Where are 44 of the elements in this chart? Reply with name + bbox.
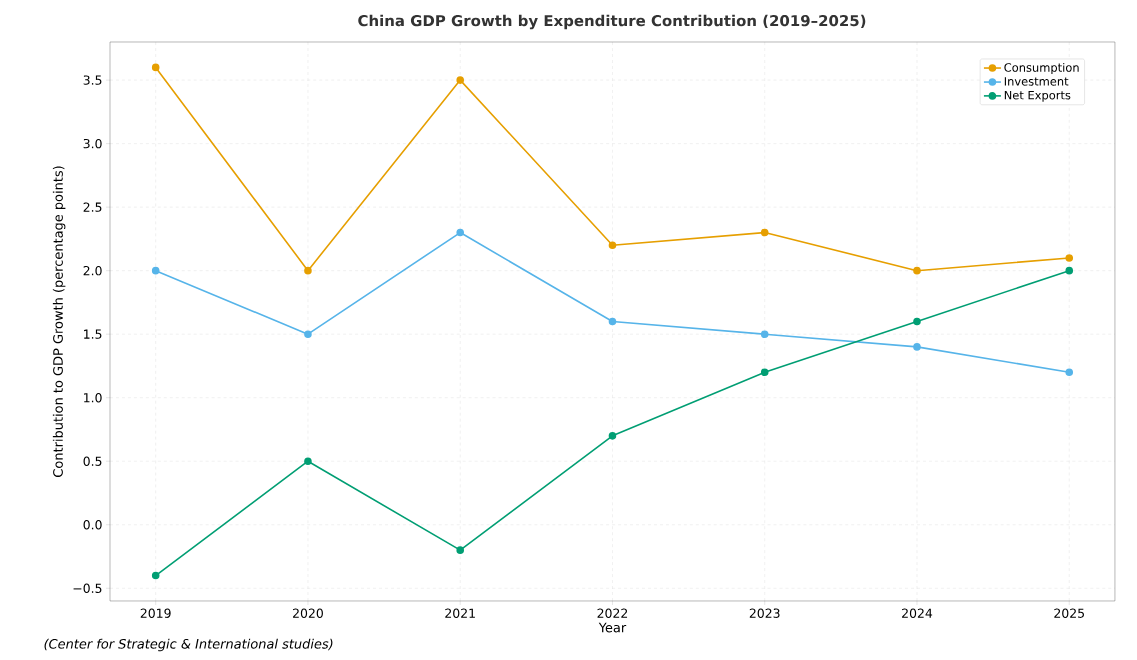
point bbox=[1065, 266, 1074, 275]
y-tick-label: 3.5 bbox=[83, 75, 102, 85]
chart-title: China GDP Growth by Expenditure Contribution (2019–2025) bbox=[358, 14, 866, 30]
legend-label: Consumption bbox=[1004, 62, 1079, 75]
legend-label: Investment bbox=[1004, 77, 1069, 86]
point bbox=[151, 63, 160, 72]
y-tick-label: 1.5 bbox=[84, 329, 102, 339]
y-tick-label: 1.0 bbox=[84, 393, 102, 403]
point bbox=[1065, 254, 1074, 262]
point bbox=[151, 571, 160, 580]
x-tick-label: 2024 bbox=[902, 608, 933, 618]
y-tick-label: 0.0 bbox=[83, 520, 102, 530]
x-tick-label: 2022 bbox=[597, 608, 628, 618]
x-tick-label: 2019 bbox=[140, 608, 171, 618]
point bbox=[608, 317, 617, 326]
point bbox=[608, 432, 617, 440]
y-tick-label: 3.0 bbox=[83, 138, 102, 149]
point bbox=[151, 266, 160, 275]
point bbox=[304, 330, 312, 338]
x-tick-label: 2021 bbox=[445, 608, 475, 618]
point bbox=[913, 266, 921, 275]
y-tick-label: −0.5 bbox=[73, 583, 102, 593]
point bbox=[1065, 368, 1074, 377]
y-tick-label: 2.0 bbox=[83, 265, 102, 276]
point bbox=[608, 241, 617, 250]
y-tick-label: 2.5 bbox=[83, 202, 102, 212]
point bbox=[304, 266, 312, 275]
x-tick-label: 2023 bbox=[749, 608, 780, 618]
text: (Center for Strategic & International studies) bbox=[44, 638, 333, 652]
x-tick-label: 2025 bbox=[1054, 608, 1084, 618]
point bbox=[304, 457, 312, 466]
legend-label: Net Exports bbox=[1004, 90, 1071, 102]
point bbox=[456, 76, 465, 84]
point bbox=[760, 330, 769, 338]
y-axis-title: Contribution to GDP Growth (percentage points) bbox=[52, 166, 66, 477]
point bbox=[456, 546, 465, 554]
point bbox=[456, 228, 465, 237]
point bbox=[913, 343, 921, 351]
x-tick-label: 2020 bbox=[293, 608, 323, 618]
x-axis-title: Year bbox=[598, 622, 627, 633]
y-tick-label: 0.5 bbox=[83, 456, 102, 466]
point bbox=[760, 228, 769, 237]
point bbox=[760, 368, 769, 377]
point bbox=[913, 317, 921, 326]
